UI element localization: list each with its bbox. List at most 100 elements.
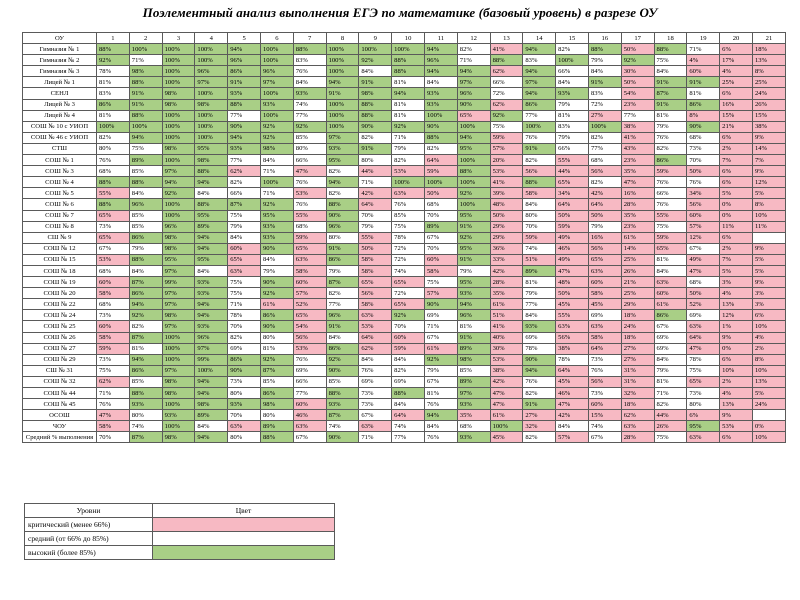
score-cell: 88%: [325, 386, 360, 400]
score-cell: 85%: [128, 220, 163, 233]
score-cell: 42%: [555, 409, 589, 422]
score-cell: 83%: [292, 54, 327, 67]
table-row: СЕНЛ 83% 91% 98% 100% 93% 100% 93% 91% 98% 94% 93% 9…: [22, 87, 787, 100]
score-cell: 92%: [96, 54, 130, 67]
score-cell: 70%: [227, 320, 261, 333]
score-cell: 30%: [620, 65, 655, 78]
score-cell: 90%: [325, 209, 360, 222]
score-cell: 87%: [128, 331, 163, 344]
score-cell: 93%: [456, 398, 491, 411]
score-cell: 8%: [751, 65, 787, 78]
score-cell: 100%: [128, 120, 163, 133]
score-cell: 93%: [161, 409, 196, 422]
score-cell: 98%: [358, 87, 393, 100]
score-cell: 56%: [522, 165, 557, 178]
score-cell: 87%: [259, 364, 294, 377]
score-cell: 13%: [719, 298, 753, 311]
score-cell: 66%: [292, 375, 327, 389]
score-cell: 92%: [391, 309, 425, 322]
score-cell: 64%: [358, 198, 393, 211]
score-cell: 28%: [620, 198, 655, 211]
header-col: 8: [325, 31, 360, 45]
score-cell: 92%: [259, 120, 294, 133]
score-cell: 77%: [227, 154, 261, 167]
score-cell: 70%: [358, 209, 393, 222]
score-cell: 76%: [653, 176, 688, 189]
score-cell: 92%: [325, 353, 360, 366]
table-row: СШ № 31 75% 86% 97% 100% 90% 87% 69% 90% 76% 82% 79…: [22, 364, 787, 377]
score-cell: 79%: [456, 264, 491, 278]
score-cell: 24%: [620, 320, 655, 333]
school-name: ОСОШ: [22, 409, 97, 422]
score-cell: 6%: [719, 231, 753, 244]
score-cell: 84%: [128, 187, 163, 200]
school-name: СОШ № 20: [22, 287, 97, 300]
score-cell: 92%: [259, 131, 294, 144]
score-cell: 61%: [423, 342, 458, 355]
score-cell: 76%: [292, 353, 327, 366]
school-name: СОШ № 18: [22, 264, 97, 278]
score-cell: 6%: [719, 43, 753, 56]
score-cell: 65%: [358, 276, 393, 289]
score-cell: 14%: [620, 242, 655, 255]
header-col: 7: [292, 31, 327, 45]
score-cell: 56%: [587, 165, 622, 178]
score-cell: 65%: [391, 276, 425, 289]
legend-label-high: высокий (более 85%): [24, 545, 153, 560]
score-cell: 66%: [489, 76, 524, 89]
score-cell: 41%: [489, 43, 524, 56]
score-cell: 88%: [128, 176, 163, 189]
score-cell: 25%: [751, 76, 787, 89]
score-cell: 63%: [653, 276, 688, 289]
score-cell: 25%: [620, 287, 655, 300]
school-name: Гимназия № 3: [22, 65, 97, 78]
score-cell: 31%: [620, 375, 655, 389]
score-cell: 7%: [719, 253, 753, 266]
table-row: СТШ 80% 75% 98% 95% 93% 98% 80% 93% 91% 79% 82% 95% 5…: [22, 142, 787, 156]
score-cell: 100%: [194, 120, 229, 133]
score-cell: 91%: [358, 76, 393, 89]
score-cell: 47%: [686, 264, 721, 278]
score-cell: 80%: [686, 398, 721, 411]
score-cell: 97%: [194, 76, 229, 89]
score-cell: 63%: [686, 431, 721, 444]
score-cell: 100%: [325, 43, 360, 56]
table-row: СОШ № 19 60% 87% 99% 93% 75% 90% 60% 87% 65% 65% 75…: [22, 276, 787, 289]
score-cell: 90%: [227, 120, 261, 133]
score-cell: 9%: [751, 242, 787, 255]
score-cell: 70%: [522, 220, 557, 233]
score-cell: 77%: [620, 109, 655, 122]
score-cell: 71%: [227, 298, 261, 311]
score-cell: 67%: [423, 331, 458, 344]
score-cell: 23%: [620, 98, 655, 111]
score-cell: 100%: [325, 98, 360, 111]
score-cell: 18%: [620, 309, 655, 322]
score-cell: 93%: [325, 398, 360, 411]
header-col: 16: [587, 31, 622, 45]
score-cell: 90%: [358, 120, 393, 133]
score-cell: 82%: [423, 142, 458, 156]
score-cell: 98%: [194, 98, 229, 111]
score-cell: 98%: [161, 242, 196, 255]
score-cell: 12%: [686, 231, 721, 244]
school-name: ЧОУ: [22, 420, 97, 433]
score-cell: 100%: [194, 87, 229, 100]
score-cell: 69%: [358, 375, 393, 389]
score-cell: 7%: [751, 154, 787, 167]
score-cell: 58%: [96, 287, 130, 300]
score-cell: 16%: [719, 98, 753, 111]
score-cell: 26%: [620, 264, 655, 278]
score-cell: 79%: [227, 220, 261, 233]
score-cell: 73%: [686, 142, 721, 156]
school-name: СОШ № 27: [22, 342, 97, 355]
score-cell: 75%: [653, 54, 688, 67]
school-name: СОШ № 45: [22, 398, 97, 411]
score-cell: 14%: [751, 142, 787, 156]
table-row: СОШ № 12 67% 79% 98% 94% 60% 90% 65% 91% 50% 72% 70…: [22, 242, 787, 255]
score-cell: 92%: [259, 287, 294, 300]
score-cell: 60%: [423, 253, 458, 266]
score-cell: 3%: [751, 287, 787, 300]
score-cell: 68%: [96, 264, 130, 278]
score-cell: 94%: [194, 375, 229, 389]
score-cell: 60%: [587, 276, 622, 289]
